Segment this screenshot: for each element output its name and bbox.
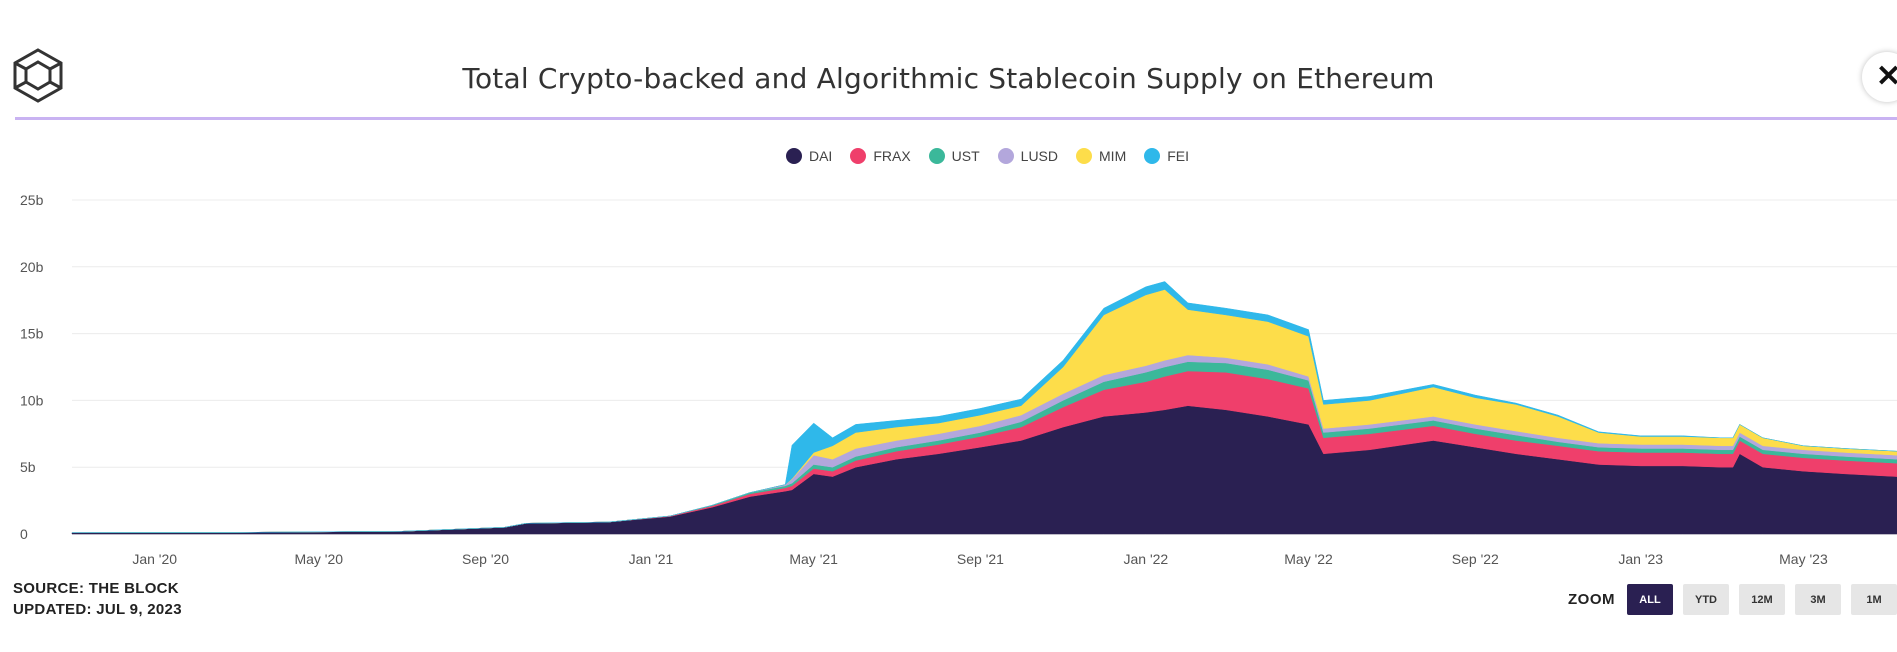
legend-item-fei[interactable]: FEI (1144, 148, 1189, 164)
zoom-all-button[interactable]: ALL (1627, 584, 1673, 615)
x-tick-label: Jan '23 (1618, 551, 1663, 567)
zoom-3m-button[interactable]: 3M (1795, 584, 1841, 615)
zoom-label: ZOOM (1568, 591, 1615, 608)
zoom-ytd-button[interactable]: YTD (1683, 584, 1729, 615)
x-tick-label: Sep '20 (462, 551, 509, 567)
legend-label: DAI (808, 148, 833, 164)
legend-label: MIM (1099, 148, 1127, 164)
series-area-fei (71, 281, 1897, 533)
x-tick-label: Jan '20 (132, 551, 177, 567)
legend-item-frax[interactable]: FRAX (850, 148, 911, 164)
source-line: SOURCE: THE BLOCK (13, 580, 179, 597)
legend-label: UST (951, 148, 980, 164)
legend-label: LUSD (1020, 148, 1059, 164)
legend-item-dai[interactable]: DAI (785, 148, 833, 164)
legend-dot (1076, 148, 1093, 164)
legend-dot (785, 148, 802, 164)
y-tick-label: 0 (20, 526, 28, 542)
x-tick-label: May '20 (294, 551, 343, 567)
legend-dot (850, 148, 867, 164)
zoom-12m-button[interactable]: 12M (1739, 584, 1785, 615)
x-tick-label: May '23 (1779, 551, 1828, 567)
stacked-area-chart: 0 5b 10b 15b 20b 25b Jan '20 May '20 Sep '20 Jan … (20, 192, 1897, 567)
x-tick-label: Jan '21 (629, 551, 674, 567)
x-tick-label: Sep '21 (957, 551, 1004, 567)
chart-legend: DAI FRAX UST LUSD MIM FEI (0, 148, 1897, 164)
legend-item-mim[interactable]: MIM (1076, 148, 1126, 164)
y-tick-label: 25b (20, 192, 44, 208)
close-button[interactable]: ✕ (1862, 52, 1897, 102)
x-tick-label: Jan '22 (1123, 551, 1168, 567)
legend-dot (997, 148, 1014, 164)
zoom-controls: ZOOM ALL YTD 12M 3M 1M (1568, 584, 1897, 615)
the-block-logo (12, 47, 64, 103)
legend-label: FRAX (873, 148, 911, 164)
zoom-1m-button[interactable]: 1M (1851, 584, 1897, 615)
x-tick-label: May '22 (1284, 551, 1333, 567)
y-tick-label: 15b (20, 326, 44, 342)
x-tick-label: Sep '22 (1452, 551, 1499, 567)
legend-item-lusd[interactable]: LUSD (997, 148, 1059, 164)
source-note: SOURCE: THE BLOCK UPDATED: JUL 9, 2023 (13, 578, 182, 620)
legend-label: FEI (1167, 148, 1190, 164)
legend-dot (928, 148, 945, 164)
chart-title: Total Crypto-backed and Algorithmic Stab… (462, 62, 1435, 95)
title-divider (15, 117, 1897, 120)
legend-item-ust[interactable]: UST (928, 148, 980, 164)
y-tick-label: 10b (20, 392, 44, 408)
updated-line: UPDATED: JUL 9, 2023 (13, 601, 182, 618)
legend-dot (1144, 148, 1161, 164)
y-tick-label: 5b (20, 459, 36, 475)
x-tick-label: May '21 (789, 551, 838, 567)
y-tick-label: 20b (20, 259, 44, 275)
